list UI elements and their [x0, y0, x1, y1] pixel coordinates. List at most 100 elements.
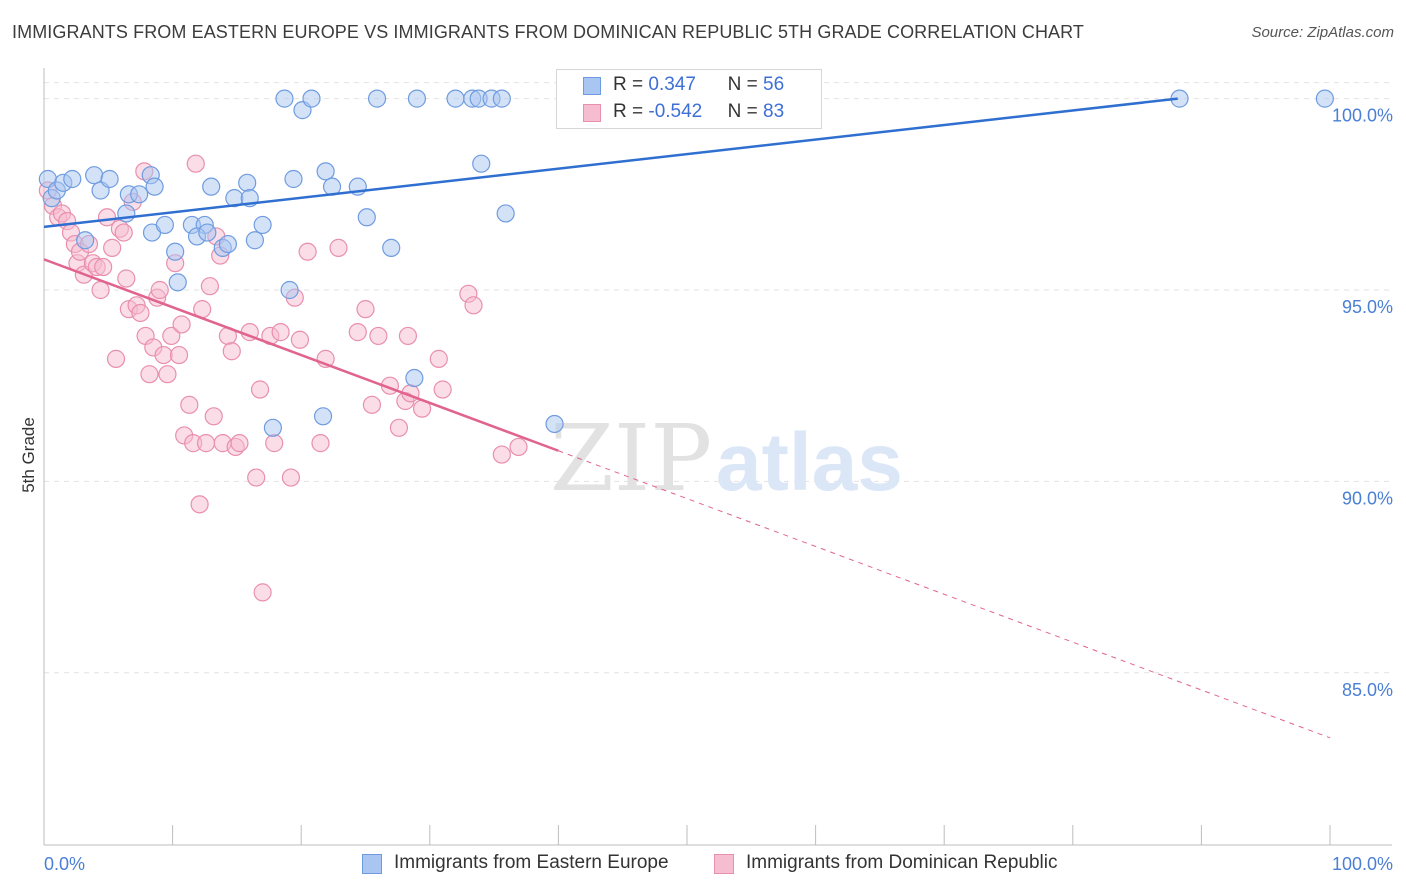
data-point-dominican-republic	[509, 437, 528, 457]
data-point-dominican-republic	[398, 326, 418, 346]
legend-r-label: R =	[613, 101, 649, 122]
data-point-dominican-republic	[369, 326, 388, 346]
legend-n-value: 56	[763, 74, 785, 95]
watermark-zip: ZIP	[550, 405, 712, 512]
data-point-dominican-republic	[117, 269, 136, 288]
data-point-eastern-europe	[198, 223, 217, 242]
data-point-dominican-republic	[140, 365, 159, 384]
data-point-dominican-republic	[154, 345, 173, 365]
data-point-eastern-europe	[238, 173, 257, 192]
data-point-dominican-republic	[114, 223, 133, 242]
y-tick-label: 100.0%	[1332, 106, 1393, 126]
data-point-dominican-republic	[348, 323, 367, 342]
data-point-dominican-republic	[311, 434, 330, 453]
bottom-legend-swatch-pink	[714, 854, 734, 874]
data-point-eastern-europe	[275, 89, 294, 108]
data-point-eastern-europe	[263, 418, 283, 437]
y-tick-label: 90.0%	[1342, 488, 1393, 508]
data-point-eastern-europe	[245, 231, 265, 250]
data-point-eastern-europe	[496, 204, 515, 223]
data-point-dominican-republic	[150, 280, 169, 300]
data-point-eastern-europe	[166, 242, 185, 261]
data-point-dominican-republic	[131, 303, 150, 323]
y-tick-label: 85.0%	[1342, 680, 1393, 700]
data-point-dominican-republic	[222, 342, 241, 361]
data-point-dominican-republic	[492, 445, 511, 464]
data-point-dominican-republic	[298, 242, 317, 261]
data-point-dominican-republic	[196, 434, 216, 453]
data-point-eastern-europe	[100, 169, 119, 189]
bottom-legend-label: Immigrants from Dominican Republic	[746, 852, 1058, 873]
bottom-legend-label: Immigrants from Eastern Europe	[394, 852, 669, 873]
trend-line-dominican-republic-projection	[558, 450, 1331, 739]
legend-swatch-pink	[583, 104, 601, 122]
x-tick-label: 0.0%	[44, 854, 85, 874]
data-point-dominican-republic	[162, 326, 181, 346]
data-point-eastern-europe	[168, 273, 187, 292]
data-point-eastern-europe	[284, 169, 303, 189]
data-point-dominican-republic	[180, 395, 199, 414]
data-point-dominican-republic	[271, 323, 290, 342]
legend-swatch-blue	[583, 77, 601, 95]
trend-line-dominican-republic	[43, 258, 559, 452]
data-point-dominican-republic	[200, 277, 219, 296]
data-point-eastern-europe	[76, 231, 95, 250]
data-point-eastern-europe	[302, 89, 321, 108]
data-point-eastern-europe	[253, 215, 272, 235]
data-point-eastern-europe	[407, 89, 427, 108]
data-point-eastern-europe	[446, 89, 465, 108]
data-point-dominican-republic	[362, 395, 382, 414]
data-point-eastern-europe	[63, 169, 82, 189]
data-point-dominican-republic	[389, 418, 409, 437]
grid-lines	[44, 82, 1392, 674]
watermark-atlas: atlas	[716, 417, 903, 508]
data-point-dominican-republic	[204, 407, 223, 426]
data-point-eastern-europe	[218, 234, 237, 254]
data-point-eastern-europe	[130, 185, 149, 204]
data-point-eastern-europe	[313, 407, 333, 426]
data-point-dominican-republic	[91, 280, 110, 300]
data-point-eastern-europe	[1315, 89, 1334, 108]
legend-r-label: R =	[613, 74, 649, 95]
tick-labels: 85.0% 90.0% 95.0% 100.0% 0.0% 100.0%	[44, 106, 1393, 874]
data-point-eastern-europe	[472, 154, 491, 173]
data-point-eastern-europe	[405, 368, 424, 388]
y-tick-label: 95.0%	[1342, 297, 1393, 317]
data-point-eastern-europe	[202, 177, 221, 196]
legend-r-value: -0.542	[648, 101, 703, 122]
data-point-dominican-republic	[429, 349, 448, 368]
legend-n-label: N =	[727, 74, 764, 95]
data-point-dominican-republic	[433, 380, 452, 399]
data-point-dominican-republic	[94, 257, 113, 277]
chart-source: Source: ZipAtlas.com	[1251, 24, 1394, 41]
data-point-dominican-republic	[103, 238, 122, 257]
legend-r-value: 0.347	[648, 74, 696, 95]
data-point-eastern-europe	[145, 177, 164, 196]
data-point-dominican-republic	[356, 300, 375, 319]
x-tick-label: 100.0%	[1332, 854, 1393, 874]
points-eastern-europe	[38, 89, 1334, 437]
bottom-legend-swatch-blue	[362, 854, 382, 874]
trend-lines	[43, 97, 1331, 739]
chart-title: IMMIGRANTS FROM EASTERN EUROPE VS IMMIGR…	[12, 22, 1085, 42]
data-point-eastern-europe	[316, 162, 335, 181]
data-point-dominican-republic	[464, 296, 483, 315]
data-point-eastern-europe	[492, 89, 511, 108]
trend-line-eastern-europe	[43, 97, 1178, 229]
data-point-dominican-republic	[97, 208, 117, 227]
data-point-eastern-europe	[367, 89, 387, 108]
data-point-eastern-europe	[155, 215, 174, 235]
data-point-dominican-republic	[247, 468, 266, 487]
data-point-dominican-republic	[329, 238, 348, 257]
data-point-eastern-europe	[85, 166, 104, 185]
data-point-dominican-republic	[158, 365, 177, 384]
data-point-dominican-republic	[106, 349, 126, 368]
data-point-eastern-europe	[382, 238, 401, 257]
legend-n-label: N =	[727, 101, 764, 122]
data-point-dominican-republic	[172, 315, 191, 334]
data-point-dominican-republic	[290, 330, 310, 349]
points-dominican-republic	[38, 154, 528, 602]
data-point-dominican-republic	[230, 434, 249, 453]
data-point-dominican-republic	[265, 434, 284, 453]
